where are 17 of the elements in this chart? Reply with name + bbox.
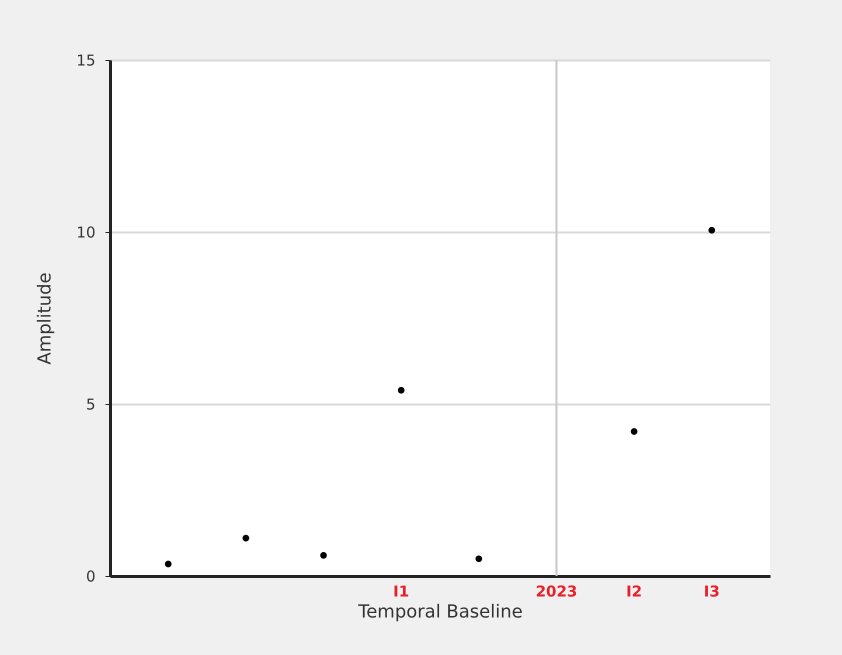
x-tick-label: I1 <box>393 582 410 600</box>
point <box>242 534 250 542</box>
y-axis-title: Amplitude <box>34 272 56 365</box>
point <box>475 555 482 562</box>
y-tick-label: 10 <box>76 224 96 242</box>
point <box>164 560 172 568</box>
point <box>708 226 716 234</box>
point <box>630 428 638 435</box>
y-tick-label: 5 <box>86 396 96 414</box>
y-tick-label: 0 <box>86 568 96 586</box>
x-tick-label: I3 <box>704 582 720 600</box>
x-tick-label: 2023 <box>536 582 578 600</box>
point <box>398 386 405 394</box>
x-tick-label: I2 <box>626 582 642 600</box>
y-tick-label: 15 <box>76 52 96 70</box>
point <box>320 552 327 559</box>
x-axis-title: Temporal Baseline <box>357 602 523 622</box>
